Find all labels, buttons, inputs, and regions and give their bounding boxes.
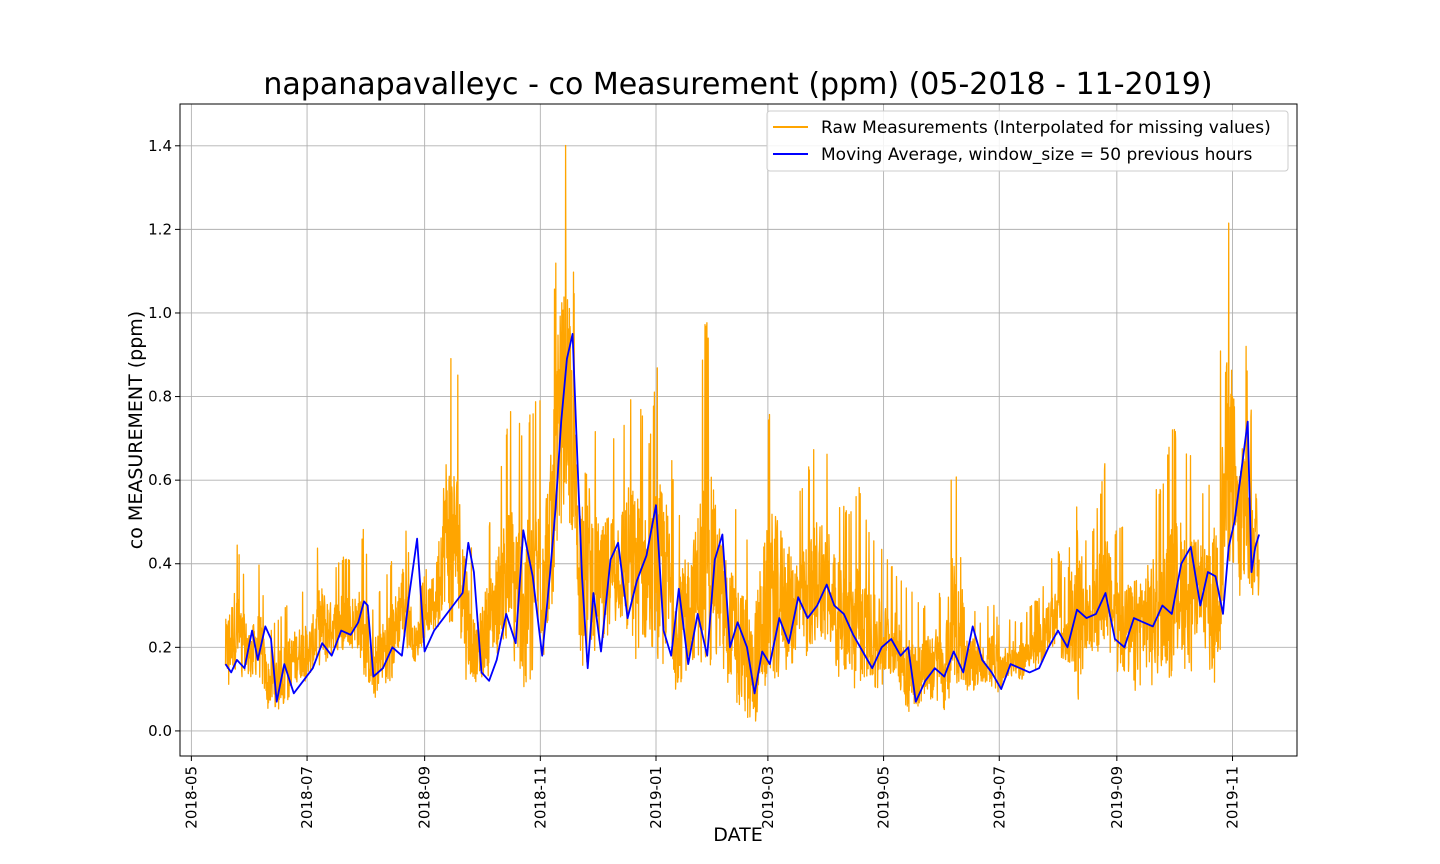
y-tick-label: 0.2 [148,638,172,656]
chart-title: napanapavalleyc - co Measurement (ppm) (… [263,67,1212,102]
y-tick-label: 1.2 [148,220,172,238]
x-tick-label: 2018-11 [531,766,549,829]
x-tick-label: 2018-09 [416,766,434,829]
y-tick-label: 0.4 [148,555,172,573]
series-line-raw-measurements [224,144,1260,722]
x-tick-label: 2019-11 [1224,766,1242,829]
series-layer [224,144,1260,722]
y-tick-label: 1.4 [148,137,172,155]
legend-label-raw: Raw Measurements (Interpolated for missi… [821,118,1271,138]
x-tick-label: 2018-05 [182,766,200,829]
legend-box [766,110,1289,172]
x-tick-label: 2019-03 [759,766,777,829]
legend: Raw Measurements (Interpolated for missi… [766,110,1289,172]
y-tick-label: 0.6 [148,471,172,489]
y-tick-label: 0.8 [148,388,172,406]
x-tick-label: 2018-07 [298,766,316,829]
x-axis-label: DATE [713,824,762,846]
legend-label-moving-average: Moving Average, window_size = 50 previou… [821,145,1253,165]
ticks-layer: 0.0 0.2 0.4 0.6 0.8 1.0 1.2 1.4 2018-05 2018-07 20… [148,137,1241,829]
series-line-moving-average [224,332,1260,703]
x-tick-label: 2019-07 [990,766,1008,829]
y-tick-label: 0.0 [148,722,172,740]
x-tick-label: 2019-09 [1108,766,1126,829]
y-axis-label: co MEASUREMENT (ppm) [125,311,147,549]
plot-area-frame [179,103,1298,757]
x-tick-label: 2019-05 [875,766,893,829]
x-tick-label: 2019-01 [647,766,665,829]
y-tick-label: 1.0 [148,304,172,322]
